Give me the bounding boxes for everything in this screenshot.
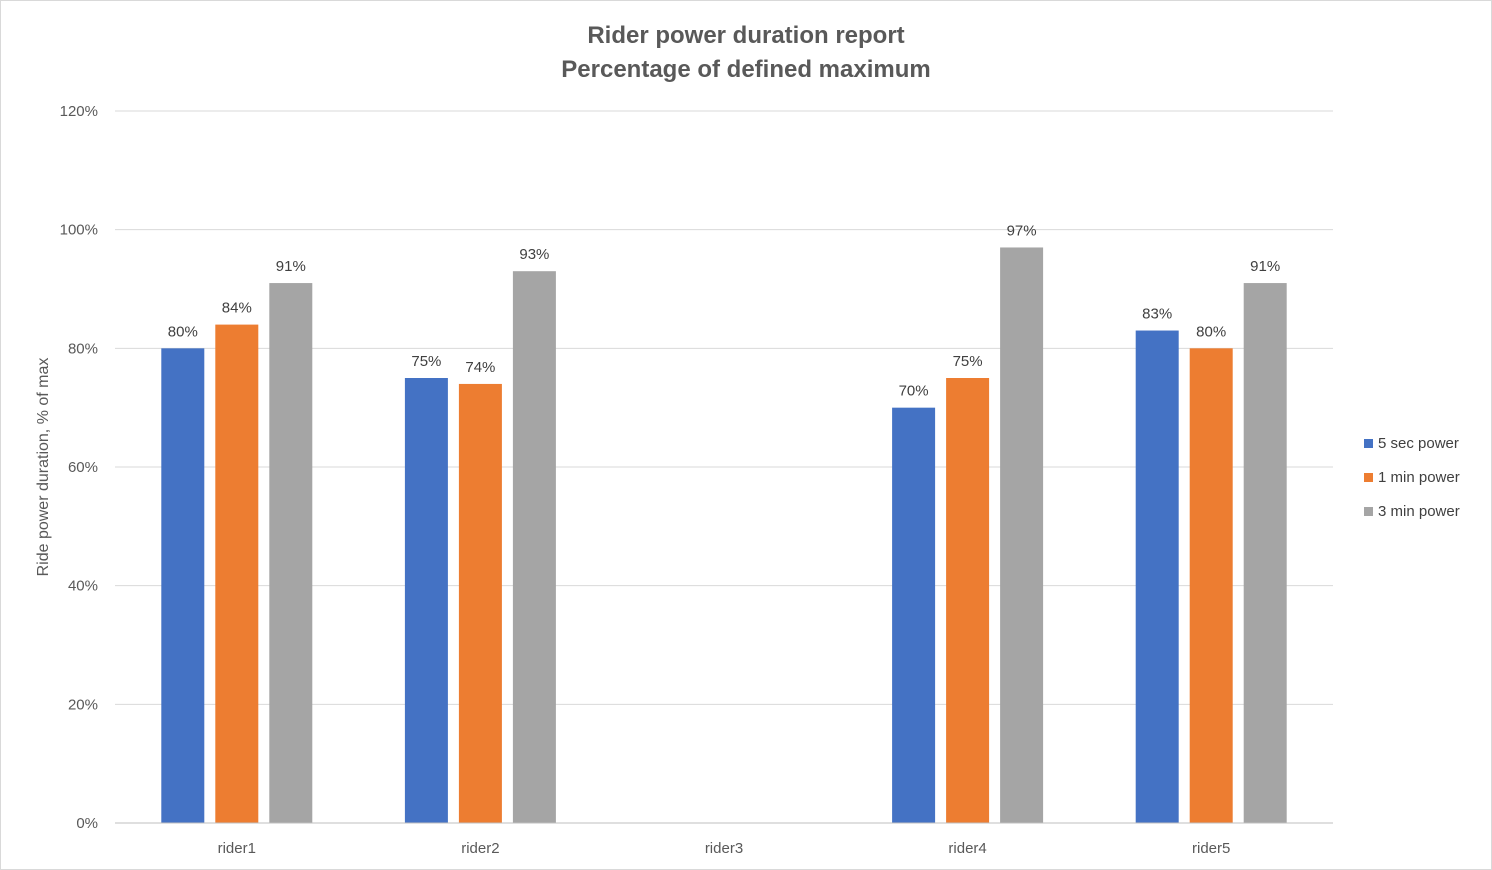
y-tick-label: 40% [68,578,98,595]
bar-3-min-power-rider5 [1243,283,1287,824]
legend-swatch [1364,439,1373,448]
bar-5-sec-power-rider5 [1135,330,1179,823]
x-tick-label: rider3 [705,840,743,857]
y-tick-label: 120% [60,103,98,120]
data-label: 75% [953,353,983,370]
bar-3-min-power-rider2 [512,271,556,823]
data-label: 91% [1250,258,1280,275]
data-label: 80% [168,323,198,340]
data-label: 97% [1007,222,1037,239]
y-axis-title: Ride power duration, % of max [35,358,52,577]
data-label: 84% [222,300,252,317]
data-label: 93% [519,246,549,263]
chart-subtitle: Percentage of defined maximum [561,56,930,83]
data-label: 91% [276,258,306,275]
bars [161,247,1287,824]
x-tick-label: rider4 [948,840,986,857]
y-tick-label: 100% [60,222,98,239]
bar-1-min-power-rider1 [215,324,259,823]
data-label: 83% [1142,306,1172,323]
y-tick-label: 20% [68,696,98,713]
bar-5-sec-power-rider4 [892,407,936,823]
legend: 5 sec power 1 min power 3 min power [1364,435,1460,520]
y-tick-label: 80% [68,340,98,357]
bar-5-sec-power-rider1 [161,348,205,823]
axes: 0% 20% 40% 60% 80% 100% 120% rider1 rider2 rider3… [60,103,1333,857]
legend-label: 1 min power [1378,469,1460,486]
data-labels: 80% 84% 91% 75% 74% 93% 70% 75% 97% 83% 80% 91% [168,222,1280,399]
chart-title: Rider power duration report [587,22,904,49]
data-label: 70% [899,383,929,400]
bar-3-min-power-rider1 [269,283,313,824]
legend-swatch [1364,507,1373,516]
bar-3-min-power-rider4 [1000,247,1044,823]
bar-1-min-power-rider2 [458,383,502,823]
x-tick-label: rider5 [1192,840,1230,857]
legend-swatch [1364,473,1373,482]
data-label: 74% [465,359,495,376]
legend-label: 5 sec power [1378,435,1459,452]
data-label: 80% [1196,323,1226,340]
bar-5-sec-power-rider2 [404,378,448,823]
bar-1-min-power-rider5 [1189,348,1233,823]
legend-label: 3 min power [1378,503,1460,520]
bar-1-min-power-rider4 [946,378,990,823]
data-label: 75% [411,353,441,370]
x-tick-label: rider1 [218,840,256,857]
y-tick-label: 0% [76,815,98,832]
x-tick-label: rider2 [461,840,499,857]
y-tick-label: 60% [68,459,98,476]
gridlines [115,110,1333,705]
